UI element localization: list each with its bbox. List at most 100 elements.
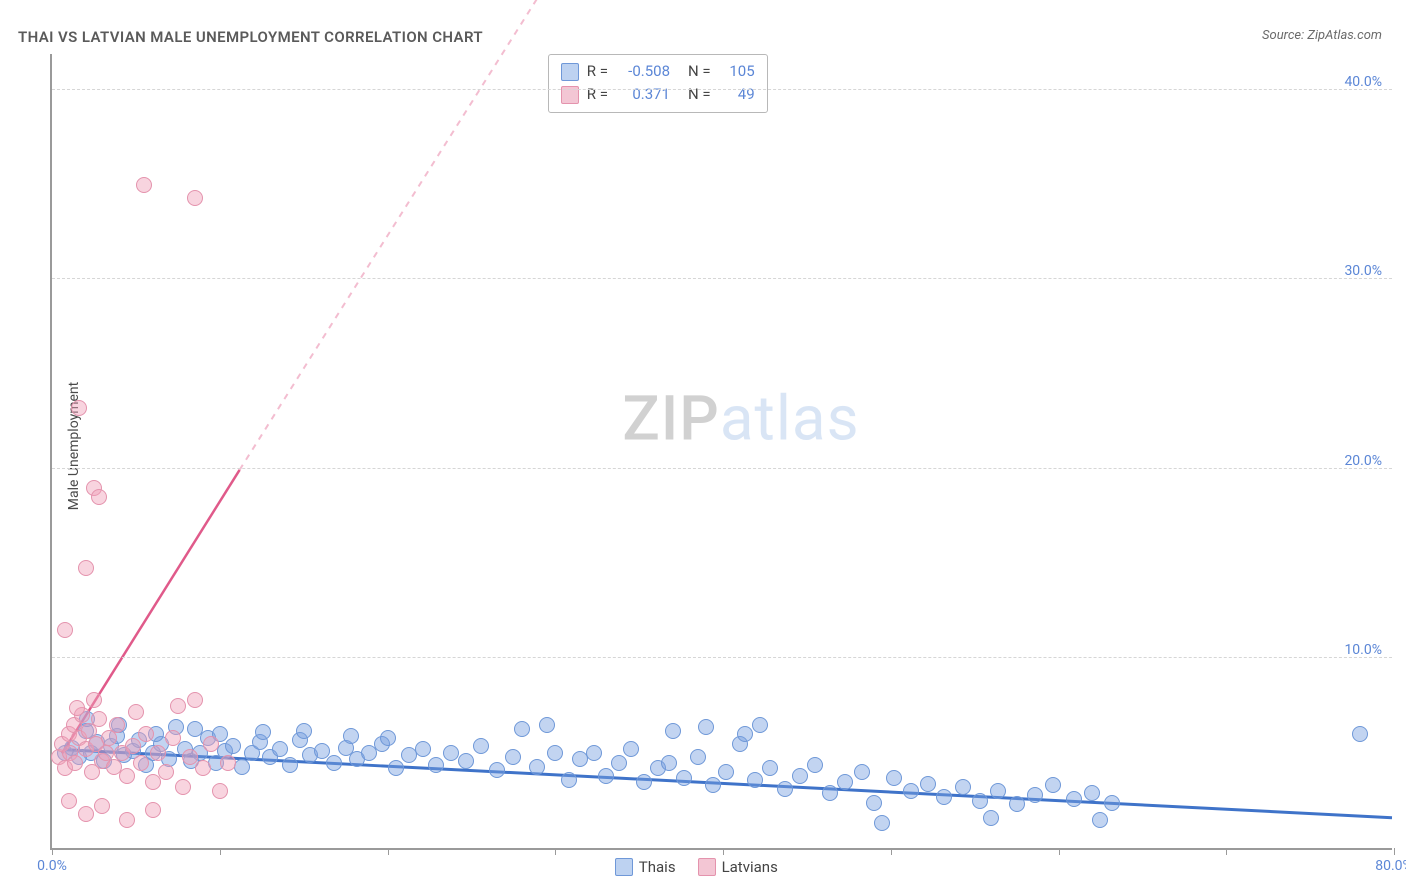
series-legend-label: Latvians bbox=[722, 858, 778, 876]
gridline bbox=[52, 89, 1392, 90]
scatter-point-thais bbox=[676, 770, 692, 786]
x-tick bbox=[723, 848, 724, 855]
scatter-point-thais bbox=[561, 772, 577, 788]
scatter-point-latvians bbox=[119, 812, 135, 828]
scatter-point-thais bbox=[458, 753, 474, 769]
scatter-point-thais bbox=[1027, 787, 1043, 803]
scatter-point-thais bbox=[752, 717, 768, 733]
scatter-point-latvians bbox=[145, 802, 161, 818]
scatter-point-latvians bbox=[212, 783, 228, 799]
scatter-point-latvians bbox=[128, 704, 144, 720]
scatter-point-thais bbox=[272, 741, 288, 757]
scatter-point-latvians bbox=[187, 692, 203, 708]
scatter-point-latvians bbox=[187, 190, 203, 206]
scatter-point-thais bbox=[547, 745, 563, 761]
scatter-point-thais bbox=[866, 795, 882, 811]
scatter-point-thais bbox=[636, 774, 652, 790]
scatter-point-latvians bbox=[78, 560, 94, 576]
scatter-point-latvians bbox=[158, 764, 174, 780]
scatter-point-latvians bbox=[109, 717, 125, 733]
y-tick-label: 30.0% bbox=[1344, 263, 1382, 279]
scatter-point-thais bbox=[822, 785, 838, 801]
scatter-point-thais bbox=[296, 723, 312, 739]
scatter-point-thais bbox=[343, 728, 359, 744]
scatter-point-latvians bbox=[91, 711, 107, 727]
scatter-point-thais bbox=[990, 783, 1006, 799]
x-tick bbox=[555, 848, 556, 855]
scatter-point-thais bbox=[598, 768, 614, 784]
scatter-point-latvians bbox=[195, 760, 211, 776]
scatter-point-latvians bbox=[61, 793, 77, 809]
scatter-point-thais bbox=[807, 757, 823, 773]
y-tick-label: 10.0% bbox=[1344, 642, 1382, 658]
scatter-point-latvians bbox=[91, 489, 107, 505]
x-tick-label: 0.0% bbox=[37, 858, 67, 874]
gridline bbox=[52, 468, 1392, 469]
scatter-point-latvians bbox=[71, 400, 87, 416]
scatter-point-thais bbox=[514, 721, 530, 737]
scatter-point-latvians bbox=[165, 730, 181, 746]
scatter-point-latvians bbox=[67, 755, 83, 771]
scatter-point-latvians bbox=[57, 622, 73, 638]
scatter-point-latvians bbox=[86, 692, 102, 708]
scatter-point-thais bbox=[380, 730, 396, 746]
scatter-point-thais bbox=[586, 745, 602, 761]
scatter-point-latvians bbox=[119, 768, 135, 784]
scatter-point-thais bbox=[661, 755, 677, 771]
legend-swatch bbox=[698, 858, 716, 876]
series-legend-item: Latvians bbox=[698, 858, 778, 876]
scatter-point-thais bbox=[737, 726, 753, 742]
scatter-point-latvians bbox=[133, 755, 149, 771]
scatter-point-thais bbox=[388, 760, 404, 776]
y-tick-label: 40.0% bbox=[1344, 74, 1382, 90]
x-tick-label: 80.0% bbox=[1375, 858, 1406, 874]
scatter-point-thais bbox=[886, 770, 902, 786]
series-legend-item: Thais bbox=[615, 858, 676, 876]
chart-area: ZIPatlas R =-0.508N =105R =0.371N =49 Th… bbox=[50, 54, 1392, 850]
source-attribution: Source: ZipAtlas.com bbox=[1262, 28, 1382, 43]
scatter-point-thais bbox=[792, 768, 808, 784]
scatter-point-thais bbox=[762, 760, 778, 776]
series-legend: Thais Latvians bbox=[615, 858, 778, 876]
scatter-point-thais bbox=[326, 755, 342, 771]
scatter-layer bbox=[52, 54, 1392, 848]
scatter-point-thais bbox=[611, 755, 627, 771]
scatter-point-thais bbox=[920, 776, 936, 792]
scatter-point-thais bbox=[539, 717, 555, 733]
scatter-point-thais bbox=[187, 721, 203, 737]
scatter-point-thais bbox=[505, 749, 521, 765]
scatter-point-latvians bbox=[138, 726, 154, 742]
series-legend-label: Thais bbox=[639, 858, 676, 876]
scatter-point-thais bbox=[983, 810, 999, 826]
scatter-point-thais bbox=[489, 762, 505, 778]
y-tick-label: 20.0% bbox=[1344, 453, 1382, 469]
scatter-point-thais bbox=[1009, 796, 1025, 812]
scatter-point-thais bbox=[255, 724, 271, 740]
scatter-point-latvians bbox=[182, 749, 198, 765]
scatter-point-thais bbox=[698, 719, 714, 735]
scatter-point-thais bbox=[690, 749, 706, 765]
x-tick bbox=[220, 848, 221, 855]
x-tick bbox=[1394, 848, 1395, 855]
scatter-point-thais bbox=[529, 759, 545, 775]
scatter-point-thais bbox=[874, 815, 890, 831]
scatter-point-thais bbox=[854, 764, 870, 780]
scatter-point-thais bbox=[623, 741, 639, 757]
scatter-point-thais bbox=[1045, 777, 1061, 793]
scatter-point-latvians bbox=[150, 745, 166, 761]
scatter-point-thais bbox=[473, 738, 489, 754]
scatter-point-thais bbox=[415, 741, 431, 757]
scatter-point-latvians bbox=[170, 698, 186, 714]
scatter-point-thais bbox=[665, 723, 681, 739]
scatter-point-latvians bbox=[69, 700, 85, 716]
scatter-point-thais bbox=[837, 774, 853, 790]
scatter-point-latvians bbox=[136, 177, 152, 193]
scatter-point-latvians bbox=[203, 736, 219, 752]
x-tick bbox=[1226, 848, 1227, 855]
scatter-point-latvians bbox=[125, 738, 141, 754]
scatter-point-thais bbox=[1104, 795, 1120, 811]
gridline bbox=[52, 278, 1392, 279]
scatter-point-thais bbox=[282, 757, 298, 773]
chart-title: THAI VS LATVIAN MALE UNEMPLOYMENT CORREL… bbox=[18, 28, 483, 46]
scatter-point-latvians bbox=[78, 806, 94, 822]
